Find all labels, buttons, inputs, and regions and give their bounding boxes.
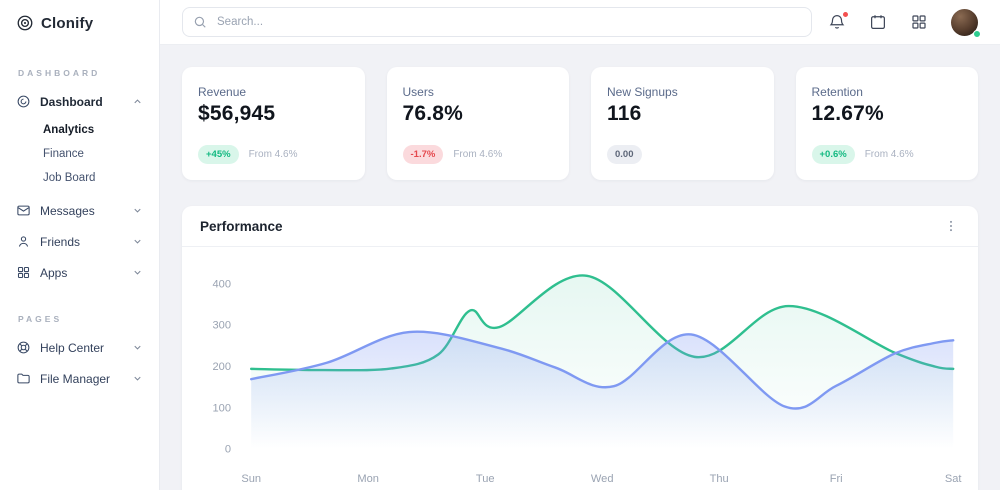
svg-text:Thu: Thu [710, 473, 729, 485]
main-column: Revenue $56,945 +45% From 4.6% Users 76.… [160, 0, 1000, 490]
svg-text:300: 300 [213, 320, 231, 332]
topbar [160, 0, 1000, 45]
stat-cards-row: Revenue $56,945 +45% From 4.6% Users 76.… [182, 67, 978, 180]
chevron-down-icon [132, 236, 143, 247]
sidebar-item-apps[interactable]: Apps [16, 257, 143, 288]
chevron-down-icon [132, 205, 143, 216]
online-status-dot [973, 29, 981, 38]
stat-card-new-signups: New Signups 116 0.00 [591, 67, 774, 180]
stat-title: Retention [811, 85, 863, 99]
avatar[interactable] [951, 8, 981, 38]
stat-note: From 4.6% [453, 149, 503, 160]
sidebar-item-label: Apps [40, 265, 68, 280]
svg-text:Sun: Sun [241, 473, 261, 485]
stat-card-revenue: Revenue $56,945 +45% From 4.6% [182, 67, 365, 180]
chevron-down-icon [132, 342, 143, 353]
stat-card-retention: Retention 12.67% +0.6% From 4.6% [795, 67, 978, 180]
lifebuoy-icon [16, 340, 31, 355]
stat-value: 12.67% [811, 102, 884, 125]
search-input[interactable] [182, 7, 812, 37]
search-icon [193, 15, 207, 29]
svg-text:200: 200 [213, 361, 231, 373]
section-label-dashboard: DASHBOARD [18, 68, 101, 78]
stat-note: From 4.6% [864, 149, 914, 160]
gauge-icon [16, 94, 31, 109]
stat-title: New Signups [607, 85, 678, 99]
performance-chart: 0 100 200 300 400 Sun Mon Tue Wed Thu Fri Sat [213, 274, 962, 485]
apps-grid-icon[interactable] [910, 13, 928, 31]
change-badge: 0.00 [607, 145, 642, 164]
stat-card-users: Users 76.8% -1.7% From 4.6% [386, 67, 569, 180]
change-badge: +0.6% [811, 145, 855, 164]
chevron-down-icon [132, 267, 143, 278]
section-label-pages: PAGES [18, 314, 63, 324]
chevron-up-icon [132, 96, 143, 107]
main-content: Revenue $56,945 +45% From 4.6% Users 76.… [160, 45, 1000, 490]
bell-icon[interactable] [828, 11, 849, 31]
performance-chart-area: 0 100 200 300 400 Sun Mon Tue Wed Thu Fri Sat [182, 247, 978, 489]
notification-dot [842, 11, 849, 18]
clonify-logo-icon [16, 14, 34, 32]
topbar-actions [828, 8, 981, 38]
sidebar-item-analytics[interactable]: Analytics [43, 124, 95, 136]
performance-panel: Performance 0 100 200 300 400 Sun Mon Tue Wed Thu… [182, 206, 978, 490]
sidebar-item-friends[interactable]: Friends [16, 226, 143, 257]
svg-text:Sat: Sat [945, 473, 962, 485]
search-field[interactable] [215, 15, 801, 29]
sidebar-item-job-board[interactable]: Job Board [43, 172, 96, 184]
stat-title: Users [402, 85, 434, 99]
svg-text:0: 0 [225, 444, 231, 456]
logo: Clonify [16, 14, 143, 32]
svg-text:Mon: Mon [357, 473, 379, 485]
stat-value: 76.8% [402, 102, 464, 125]
grid-icon [16, 265, 31, 280]
stat-note: From 4.6% [248, 149, 298, 160]
performance-panel-header: Performance [182, 206, 978, 247]
sidebar-item-messages[interactable]: Messages [16, 195, 143, 226]
svg-text:Tue: Tue [476, 473, 495, 485]
panel-title: Performance [200, 218, 283, 234]
chevron-down-icon [132, 373, 143, 384]
kebab-menu-icon[interactable] [942, 217, 960, 235]
stat-value: $56,945 [198, 102, 276, 125]
sidebar-item-label: Messages [40, 203, 95, 218]
calendar-icon[interactable] [869, 13, 887, 31]
stat-title: Revenue [198, 85, 247, 99]
svg-text:100: 100 [213, 402, 231, 414]
svg-text:Wed: Wed [591, 473, 614, 485]
dashboard-sub-list: Analytics Finance Job Board [43, 118, 143, 190]
sidebar-item-label: File Manager [40, 371, 111, 386]
mail-icon [16, 203, 31, 218]
logo-text: Clonify [41, 14, 94, 32]
sidebar: Clonify DASHBOARD Dashboard Analytics Fi… [0, 0, 160, 490]
stat-value: 116 [607, 102, 642, 125]
sidebar-item-label: Friends [40, 234, 81, 249]
user-icon [16, 234, 31, 249]
folder-icon [16, 371, 31, 386]
sidebar-item-dashboard[interactable]: Dashboard [16, 86, 143, 117]
change-badge: -1.7% [402, 145, 444, 164]
svg-text:Fri: Fri [830, 473, 843, 485]
sidebar-item-finance[interactable]: Finance [43, 148, 84, 160]
sidebar-item-file-manager[interactable]: File Manager [16, 363, 143, 394]
sidebar-item-label: Help Center [40, 340, 105, 355]
svg-text:400: 400 [213, 278, 231, 290]
sidebar-item-help-center[interactable]: Help Center [16, 332, 143, 363]
sidebar-item-label: Dashboard [40, 94, 103, 109]
change-badge: +45% [198, 145, 239, 164]
